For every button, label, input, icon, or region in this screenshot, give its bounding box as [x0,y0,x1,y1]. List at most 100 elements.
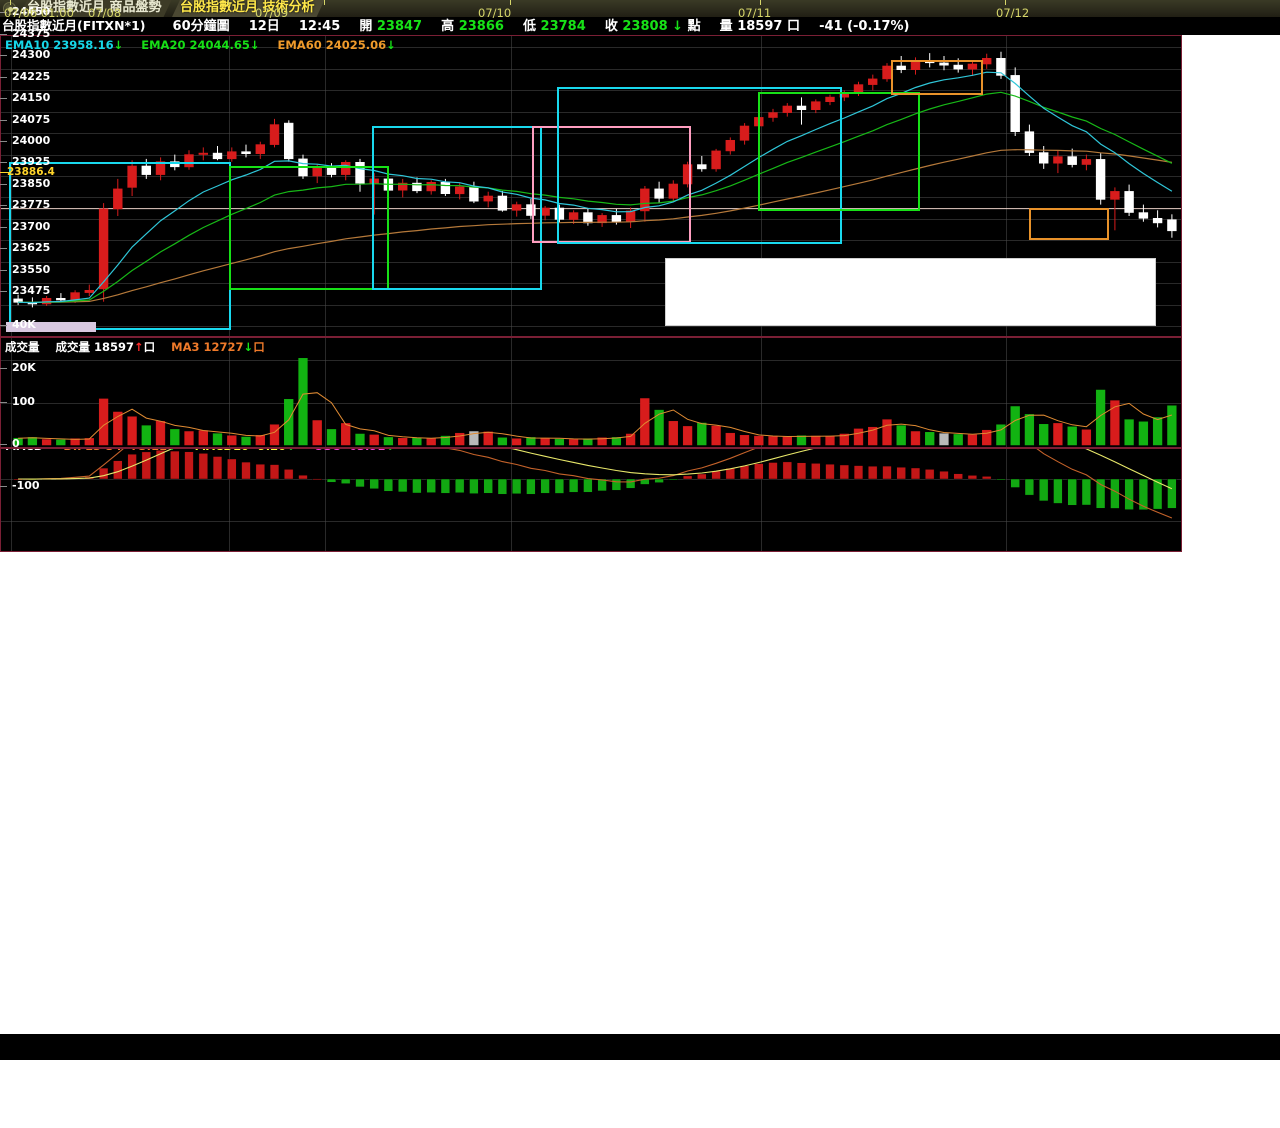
price-axis-label: 24375 [12,26,51,40]
macd-plot-area[interactable]: MACDDIF13-34 -73.11↓MACD10 -9.20↓OSC -63… [1,449,1181,551]
volume-legend-name: 成交量 [55,340,95,354]
tab-market-overview[interactable]: 台股指數近月 商品盤勢 [19,0,172,17]
candle-body [1152,218,1163,224]
candle-body [811,101,821,110]
volume-bar [98,398,109,446]
quote-interval: 60分鐘圖 [172,19,230,34]
macd-chart-panel[interactable]: MACDDIF13-34 -73.11↓MACD10 -9.20↓OSC -63… [0,448,1182,552]
volume-gridline-v [11,338,12,447]
macd-histogram-bar [711,470,721,480]
price-series-svg [1,51,1181,308]
price-axis-tick [0,205,7,207]
macd-legend-value: -63.91 [344,449,385,453]
macd-histogram-bar [1010,478,1020,488]
price-gridline-h [1,47,1181,48]
volume-bar [682,426,693,446]
macd-histogram-bar [896,467,906,480]
price-axis-tick [0,269,7,271]
time-axis-label: 07/06 01:00 [4,6,74,20]
price-axis-label: 23775 [12,198,51,212]
price-gridline-h [1,69,1181,70]
price-axis-label: 24150 [12,91,51,105]
macd-legend-value: -9.20 [253,449,286,453]
candle-body [996,57,1006,76]
volume-bar [170,429,180,446]
candle-body [640,188,650,212]
candle-body [796,105,807,111]
price-axis-label: 24075 [12,112,51,126]
candle-body [184,154,194,168]
indicator-ema60: EMA60 24025.06↓ [278,38,396,52]
volume-gridline-v [1006,338,1007,447]
annotation-cyan-box-3[interactable] [557,87,842,244]
volume-legend-成交量: 成交量 18597↑口 [56,340,156,354]
price-axis-label: 23550 [12,262,51,276]
price-gridline-v [511,36,512,336]
volume-bar [326,429,337,446]
lavender-scroll-bar[interactable] [6,322,96,332]
candle-body [825,96,835,102]
volume-bar [754,435,764,446]
annotation-green-box-2[interactable] [758,92,920,211]
volume-bar [1067,426,1077,446]
price-chart-panel[interactable]: EMA10 23958.16↓ EMA20 24044.65↓ EMA60 2402… [0,35,1182,337]
price-indicator-legend: EMA10 23958.16↓ EMA20 24044.65↓ EMA60 2402… [5,38,414,52]
volume-bar [839,433,849,446]
candle-body [725,140,736,152]
price-plot-area[interactable]: EMA10 23958.16↓ EMA20 24044.65↓ EMA60 2402… [1,36,1181,336]
volume-legend: 成交量 成交量 18597↑口 MA3 12727↓口 [5,339,281,355]
price-axis-tick [0,98,7,100]
annotation-orange-box-2[interactable] [1029,208,1109,240]
quote-change: -41 (-0.17%) [819,19,910,34]
macd-legend-macd10: MACD10 -9.20↓ [195,449,296,453]
candle-body [397,182,408,191]
candle-body [526,204,536,216]
quote-time: 12:45 [298,19,341,34]
volume-bar [967,434,978,446]
candle-body [981,57,992,65]
time-axis-tick [1005,0,1006,5]
tab-technical-analysis[interactable]: 台股指數近月 技術分析 [172,0,325,17]
volume-chart-panel[interactable]: 成交量 成交量 18597↑口 MA3 12727↓口 [0,337,1182,448]
annotation-orange-box-1[interactable] [891,60,983,95]
volume-bar [882,419,892,446]
macd-legend-name: OSC [314,449,345,453]
volume-bar [27,437,38,446]
window-menu-icon[interactable] [3,2,16,15]
quote-volume-value: 18597 [737,19,783,34]
candle-body [227,151,237,160]
candle-body [198,152,208,155]
ema20-line [18,91,1173,304]
volume-plot-area[interactable]: 成交量 成交量 18597↑口 MA3 12727↓口 [1,338,1181,447]
price-gridline-h [1,326,1181,327]
volume-bar [939,433,949,446]
quote-date: 12日 [248,19,280,34]
bottom-blank-area [0,1060,1280,1128]
price-axis-tick [0,226,7,228]
indicator-ema20-value: 24044.65 [189,38,250,52]
macd-histogram-bar [967,475,978,480]
volume-bar [982,429,992,446]
volume-bar [1024,414,1035,446]
price-gridline-h [1,90,1181,91]
volume-bar [868,426,878,446]
volume-bar [41,439,52,446]
candle-body [355,162,365,184]
candle-body [84,290,95,293]
volume-bar [227,435,237,446]
volume-bar [782,436,792,446]
macd-legend-osc: OSC -63.91↓ [314,449,395,453]
price-axis-tick [0,291,7,292]
volume-bar [768,436,778,446]
macd-histogram-bar [455,478,465,493]
volume-bar [398,437,408,446]
annotation-cyan-box-2[interactable] [372,126,542,290]
macd-histogram-bar [882,465,892,480]
indicator-ema10-arrow-icon: ↓ [113,38,124,52]
white-info-box[interactable] [665,258,1156,326]
volume-gridline-v [761,338,762,447]
volume-bar [825,436,835,446]
time-axis-tick [324,0,325,5]
annotation-green-box-1[interactable] [229,166,389,290]
price-gridline-h [1,240,1181,241]
